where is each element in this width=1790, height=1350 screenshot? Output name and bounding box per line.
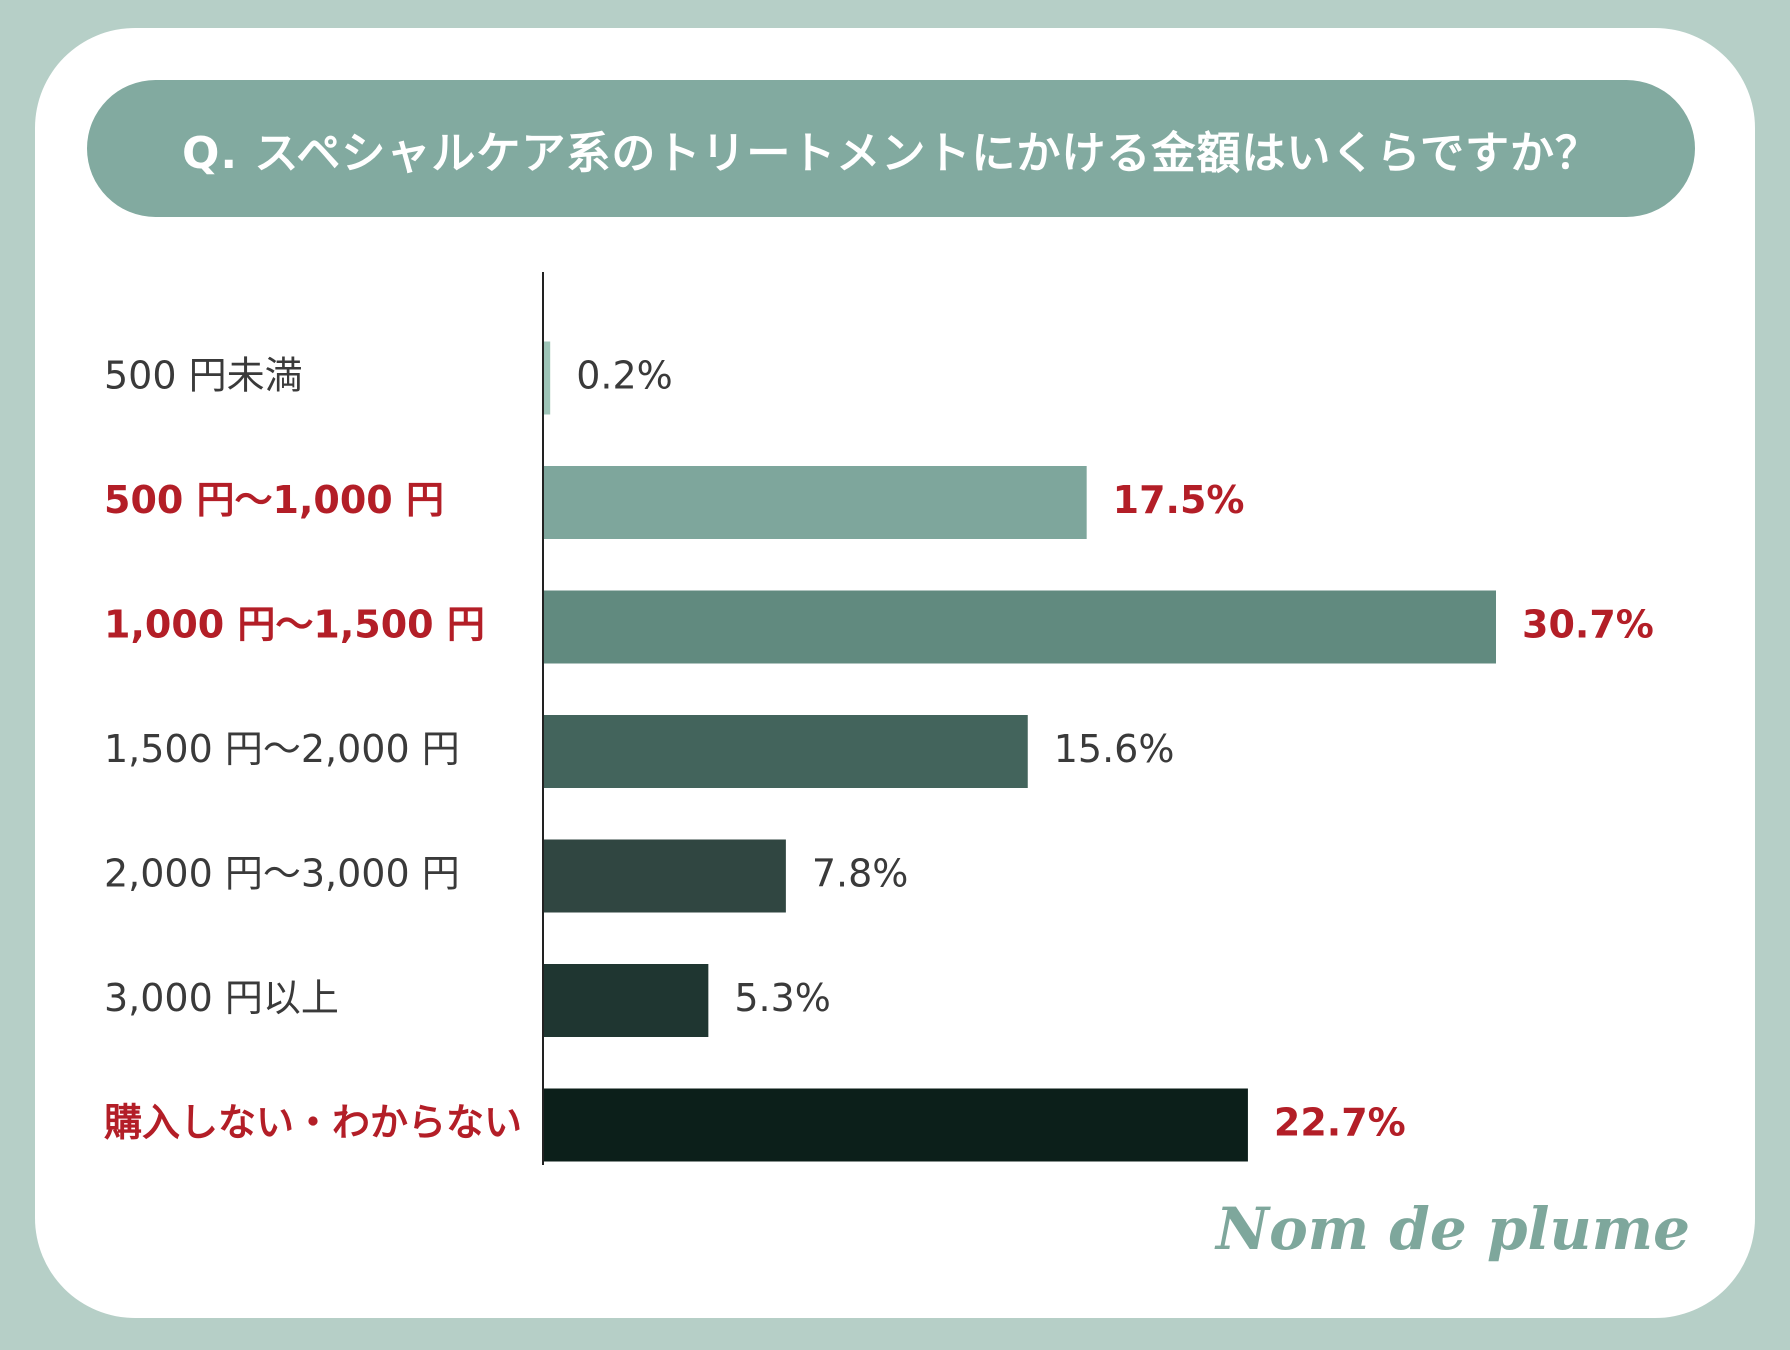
value-label: 17.5%: [1113, 478, 1245, 522]
bar: [544, 341, 551, 415]
value-label: 0.2%: [576, 354, 673, 398]
value-label: 30.7%: [1522, 603, 1654, 647]
bar: [544, 1088, 1248, 1162]
chart-title: Q. スペシャルケア系のトリートメントにかける金額はいくらですか？: [181, 127, 1601, 179]
value-label: 5.3%: [734, 976, 831, 1020]
bar: [544, 466, 1087, 539]
category-label: 500 円未満: [104, 354, 303, 398]
category-label: 3,000 円以上: [104, 976, 339, 1020]
value-label: 7.8%: [812, 852, 909, 896]
category-label: 2,000 円〜3,000 円: [104, 852, 460, 896]
bar: [544, 964, 709, 1037]
bar: [544, 839, 786, 913]
bar: [544, 715, 1028, 788]
category-label: 500 円〜1,000 円: [104, 478, 444, 522]
brand-logo: Nom de plume: [1216, 1195, 1690, 1263]
value-label: 22.7%: [1274, 1101, 1406, 1145]
value-label: 15.6%: [1054, 727, 1175, 771]
category-label: 1,000 円〜1,500 円: [104, 603, 485, 647]
category-label: 1,500 円〜2,000 円: [104, 727, 460, 771]
title-banner: Q. スペシャルケア系のトリートメントにかける金額はいくらですか？: [87, 80, 1695, 217]
category-label: 購入しない・わからない: [104, 1101, 522, 1145]
bar: [544, 590, 1496, 664]
